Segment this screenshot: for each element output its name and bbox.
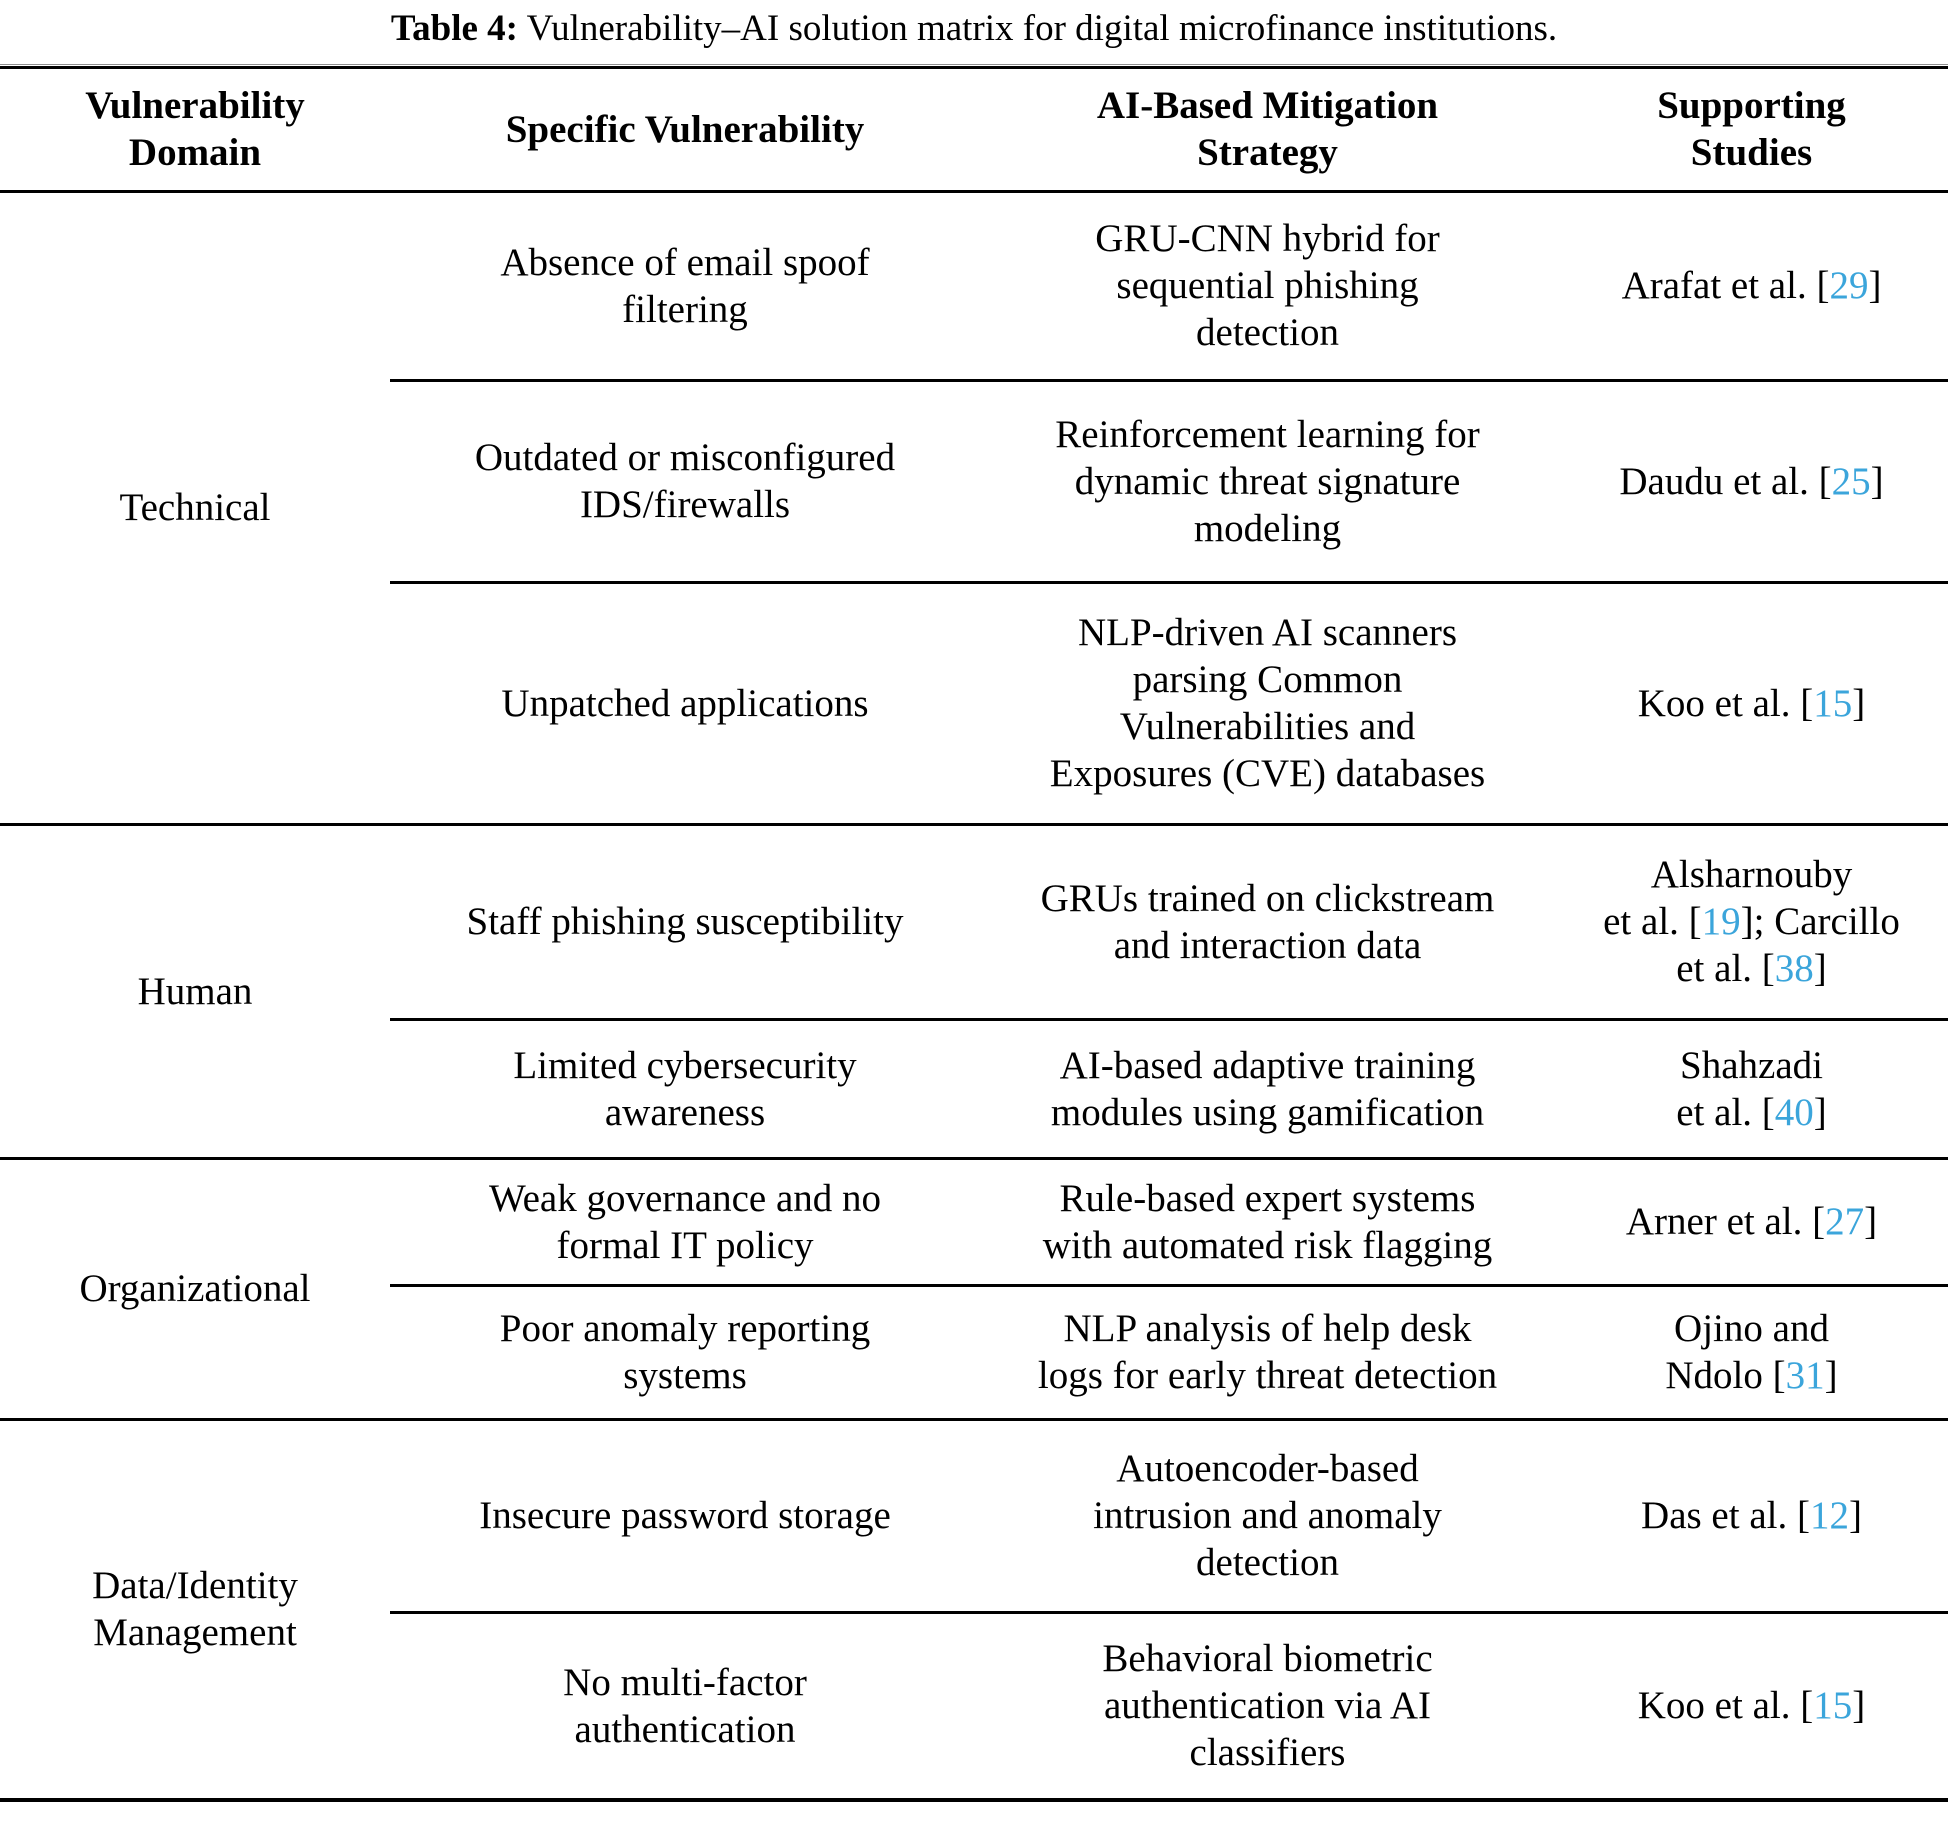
vulnerability-cell: Unpatched applications: [390, 580, 980, 826]
vulnerability-ai-matrix-table: Vulnerability Domain Specific Vulnerabil…: [0, 69, 1948, 1802]
column-header-supporting-studies: Supporting Studies: [1555, 69, 1948, 193]
strategy-cell: AI-based adaptive training modules using…: [980, 1017, 1555, 1160]
column-header-vulnerability-domain: Vulnerability Domain: [0, 69, 390, 193]
citation-text: Arner et al. [: [1625, 1200, 1826, 1243]
citation-text: ]: [1813, 947, 1827, 990]
citation-ref-number[interactable]: 27: [1825, 1200, 1865, 1243]
strategy-cell: NLP-driven AI scanners parsing Common Vu…: [980, 580, 1555, 826]
citation-text: ]: [1864, 1200, 1878, 1243]
citation-ref-number[interactable]: 12: [1809, 1494, 1849, 1537]
table-row: Organizational Weak governance and no fo…: [0, 1158, 1948, 1421]
citation-ref-number[interactable]: 15: [1813, 1684, 1853, 1728]
citation-ref-number[interactable]: 40: [1774, 1090, 1814, 1134]
citation-ref-number[interactable]: 29: [1829, 264, 1869, 307]
studies-cell: Alsharnouby et al. [19]; Carcillo et al.…: [1555, 824, 1948, 1019]
citation-text: ]: [1848, 1494, 1862, 1537]
citation-text: Alsharnouby et al. [: [1603, 853, 1853, 943]
table-caption-text: Vulnerability–AI solution matrix for dig…: [518, 8, 1558, 49]
citation-text: ]; Carcillo et al. [: [1676, 900, 1900, 990]
citation-text: ]: [1870, 459, 1884, 503]
studies-cell: Daudu et al. [25]: [1555, 378, 1948, 582]
domain-cell-data-identity-management: Data/Identity Management: [0, 1419, 390, 1802]
citation-text: Koo et al. [: [1637, 681, 1814, 725]
column-header-specific-vulnerability: Specific Vulnerability: [390, 69, 980, 193]
table-row: Limited cybersecurity awareness AI-based…: [0, 1017, 1948, 1160]
domain-cell-organizational: Organizational: [0, 1158, 390, 1421]
citation-text: Arafat et al. [: [1621, 264, 1830, 307]
vulnerability-cell: Weak governance and no formal IT policy: [488, 1176, 882, 1267]
strategy-cell: GRUs trained on clickstream and interact…: [1040, 876, 1495, 967]
studies-cell: Arner et al. [27]: [1555, 1158, 1948, 1285]
column-header-ai-mitigation-strategy: AI-Based Mitigation Strategy: [980, 69, 1555, 193]
studies-cell: Ojino and Ndolo [31]: [1555, 1283, 1948, 1421]
table-caption: Table 4: Vulnerability–AI solution matri…: [0, 0, 1948, 64]
citation-text: Das et al. [: [1641, 1494, 1810, 1537]
citation-text: ]: [1813, 1090, 1827, 1134]
citation-ref-number[interactable]: 15: [1813, 681, 1853, 725]
studies-cell: Koo et al. [15]: [1555, 1610, 1948, 1802]
vulnerability-cell: Staff phishing susceptibility: [466, 900, 904, 943]
domain-cell-technical: Technical: [0, 191, 390, 826]
citation-text: Daudu et al. [: [1619, 459, 1832, 503]
vulnerability-cell: Limited cybersecurity awareness: [390, 1017, 980, 1160]
studies-cell: Shahzadi et al. [40]: [1555, 1017, 1948, 1160]
strategy-cell: Autoencoder-based intrusion and anomaly …: [1093, 1447, 1442, 1584]
header-row: Vulnerability Domain Specific Vulnerabil…: [0, 69, 1948, 193]
strategy-cell: Reinforcement learning for dynamic threa…: [980, 378, 1555, 582]
vulnerability-cell: Insecure password storage: [479, 1494, 891, 1537]
citation-ref-number[interactable]: 38: [1774, 947, 1814, 990]
table-row: Data/Identity Management Insecure passwo…: [0, 1419, 1948, 1802]
vulnerability-cell: Absence of email spoof filtering: [500, 240, 870, 331]
table-row: Unpatched applications NLP-driven AI sca…: [0, 580, 1948, 826]
table-top-rule: [0, 64, 1948, 69]
strategy-cell: NLP analysis of help desk logs for early…: [980, 1283, 1555, 1421]
citation-text: ]: [1852, 681, 1866, 725]
strategy-cell: Behavioral biometric authentication via …: [980, 1610, 1555, 1802]
studies-cell: Das et al. [12]: [1555, 1419, 1948, 1612]
domain-cell-human: Human: [0, 824, 390, 1160]
table-row: No multi-factor authentication Behaviora…: [0, 1610, 1948, 1802]
citation-ref-number[interactable]: 31: [1785, 1354, 1825, 1397]
citation-ref-number[interactable]: 25: [1831, 459, 1871, 503]
table-row: Outdated or misconfigured IDS/firewalls …: [0, 378, 1948, 582]
studies-cell: Koo et al. [15]: [1555, 580, 1948, 826]
table-row: Poor anomaly reporting systems NLP analy…: [0, 1283, 1948, 1421]
citation-ref-number[interactable]: 19: [1701, 900, 1741, 943]
strategy-cell: GRU-CNN hybrid for sequential phishing d…: [1095, 217, 1440, 354]
strategy-cell: Rule-based expert systems with automated…: [1042, 1176, 1493, 1267]
vulnerability-cell: No multi-factor authentication: [390, 1610, 980, 1802]
citation-text: ]: [1824, 1354, 1838, 1397]
vulnerability-cell: Poor anomaly reporting systems: [390, 1283, 980, 1421]
table-row: Technical Absence of email spoof filteri…: [0, 191, 1948, 826]
citation-text: Shahzadi et al. [: [1676, 1043, 1823, 1134]
citation-text: ]: [1852, 1684, 1866, 1728]
citation-text: ]: [1868, 264, 1882, 307]
table-caption-label: Table 4:: [390, 8, 519, 49]
citation-text: Koo et al. [: [1637, 1684, 1814, 1728]
table-row: Human Staff phishing susceptibility GRUs…: [0, 824, 1948, 1160]
citation-text: Ojino and Ndolo [: [1665, 1307, 1829, 1397]
studies-cell: Arafat et al. [29]: [1555, 191, 1948, 380]
vulnerability-cell: Outdated or misconfigured IDS/firewalls: [390, 378, 980, 582]
